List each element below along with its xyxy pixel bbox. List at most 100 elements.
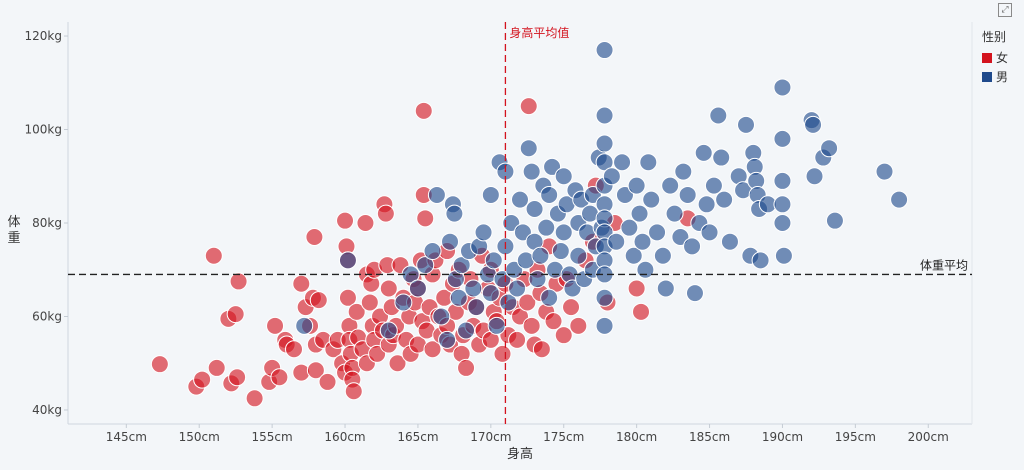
data-point <box>338 288 357 307</box>
data-point <box>774 246 793 265</box>
data-point <box>449 288 468 307</box>
data-point <box>207 358 226 377</box>
data-point <box>522 162 541 181</box>
y-axis-title: 体重 <box>7 215 20 246</box>
legend-item-male[interactable]: 男 <box>982 69 1008 84</box>
data-point <box>773 195 792 214</box>
data-point <box>709 106 728 125</box>
data-point <box>820 139 839 158</box>
data-point <box>537 218 556 237</box>
data-point <box>804 115 823 134</box>
data-point <box>554 167 573 186</box>
data-point <box>474 223 493 242</box>
data-point <box>554 223 573 242</box>
data-point <box>292 274 311 293</box>
data-point <box>648 223 667 242</box>
y-tick-label: 120kg <box>25 29 62 43</box>
data-point <box>656 279 675 298</box>
data-point <box>457 321 476 340</box>
data-point <box>551 242 570 261</box>
data-point <box>694 143 713 162</box>
data-point <box>620 218 639 237</box>
data-point <box>336 211 355 230</box>
y-tick-label: 100kg <box>25 123 62 137</box>
data-point <box>519 139 538 158</box>
data-point <box>432 307 451 326</box>
data-point <box>464 279 483 298</box>
legend-swatch-female <box>982 52 992 63</box>
data-point <box>683 237 702 256</box>
legend-item-female[interactable]: 女 <box>982 50 1008 65</box>
data-point <box>595 41 614 60</box>
data-point <box>532 340 551 359</box>
data-point <box>508 279 527 298</box>
data-point <box>518 293 537 312</box>
data-point <box>270 368 289 387</box>
data-point <box>360 293 379 312</box>
data-point <box>438 330 457 349</box>
data-point <box>427 185 446 204</box>
data-point <box>773 129 792 148</box>
data-point <box>773 171 792 190</box>
data-point <box>481 185 500 204</box>
x-axis-ticks: 145cm 150cm 155cm 160cm 165cm 170cm 175cm 180cm… <box>106 424 949 444</box>
data-point <box>875 162 894 181</box>
x-axis-title: 身高 <box>507 446 533 462</box>
data-point <box>737 115 755 134</box>
data-point <box>704 176 723 195</box>
data-points <box>150 41 909 408</box>
data-point <box>285 340 303 359</box>
data-point <box>452 256 471 275</box>
y-tick-label: 80kg <box>32 216 62 230</box>
data-point <box>487 316 506 335</box>
data-point <box>481 284 500 303</box>
x-tick-label: 155cm <box>252 430 293 444</box>
legend-title: 性别 <box>982 30 1007 44</box>
data-point <box>700 223 719 242</box>
data-point <box>562 298 581 317</box>
data-point <box>825 211 844 230</box>
data-point <box>229 272 248 291</box>
data-point <box>388 354 407 373</box>
data-point <box>661 176 680 195</box>
data-point <box>528 270 547 289</box>
data-point <box>630 204 649 223</box>
data-point <box>890 190 909 209</box>
data-point <box>193 370 212 389</box>
data-point <box>457 358 476 377</box>
data-point <box>467 298 486 317</box>
data-point <box>540 185 559 204</box>
data-point <box>805 167 824 186</box>
y-axis-ticks: 40kg 60kg 80kg 100kg 120kg <box>25 29 68 417</box>
data-point <box>423 242 442 261</box>
data-point <box>773 214 792 232</box>
expand-icon[interactable]: ⤢ <box>998 3 1012 17</box>
x-tick-label: 185cm <box>689 430 730 444</box>
series-女 <box>150 97 697 408</box>
data-point <box>441 232 460 251</box>
data-point <box>602 167 621 186</box>
data-point <box>306 361 325 380</box>
x-tick-label: 180cm <box>616 430 657 444</box>
x-tick-label: 170cm <box>470 430 511 444</box>
data-point <box>226 305 245 324</box>
data-point <box>245 389 264 408</box>
data-point <box>445 204 464 223</box>
data-point <box>394 293 413 312</box>
data-point <box>642 190 661 209</box>
data-point <box>595 106 614 125</box>
data-point <box>627 279 646 298</box>
data-point <box>499 293 518 312</box>
data-point <box>525 199 544 218</box>
data-point <box>773 78 792 97</box>
x-tick-label: 195cm <box>835 430 876 444</box>
data-point <box>416 209 435 228</box>
x-tick-label: 165cm <box>397 430 438 444</box>
y-reference-label: 体重平均 <box>920 258 968 272</box>
data-point <box>544 312 563 331</box>
legend: 性别 女 男 <box>982 28 1008 88</box>
data-point <box>554 326 573 345</box>
data-point <box>150 355 169 374</box>
